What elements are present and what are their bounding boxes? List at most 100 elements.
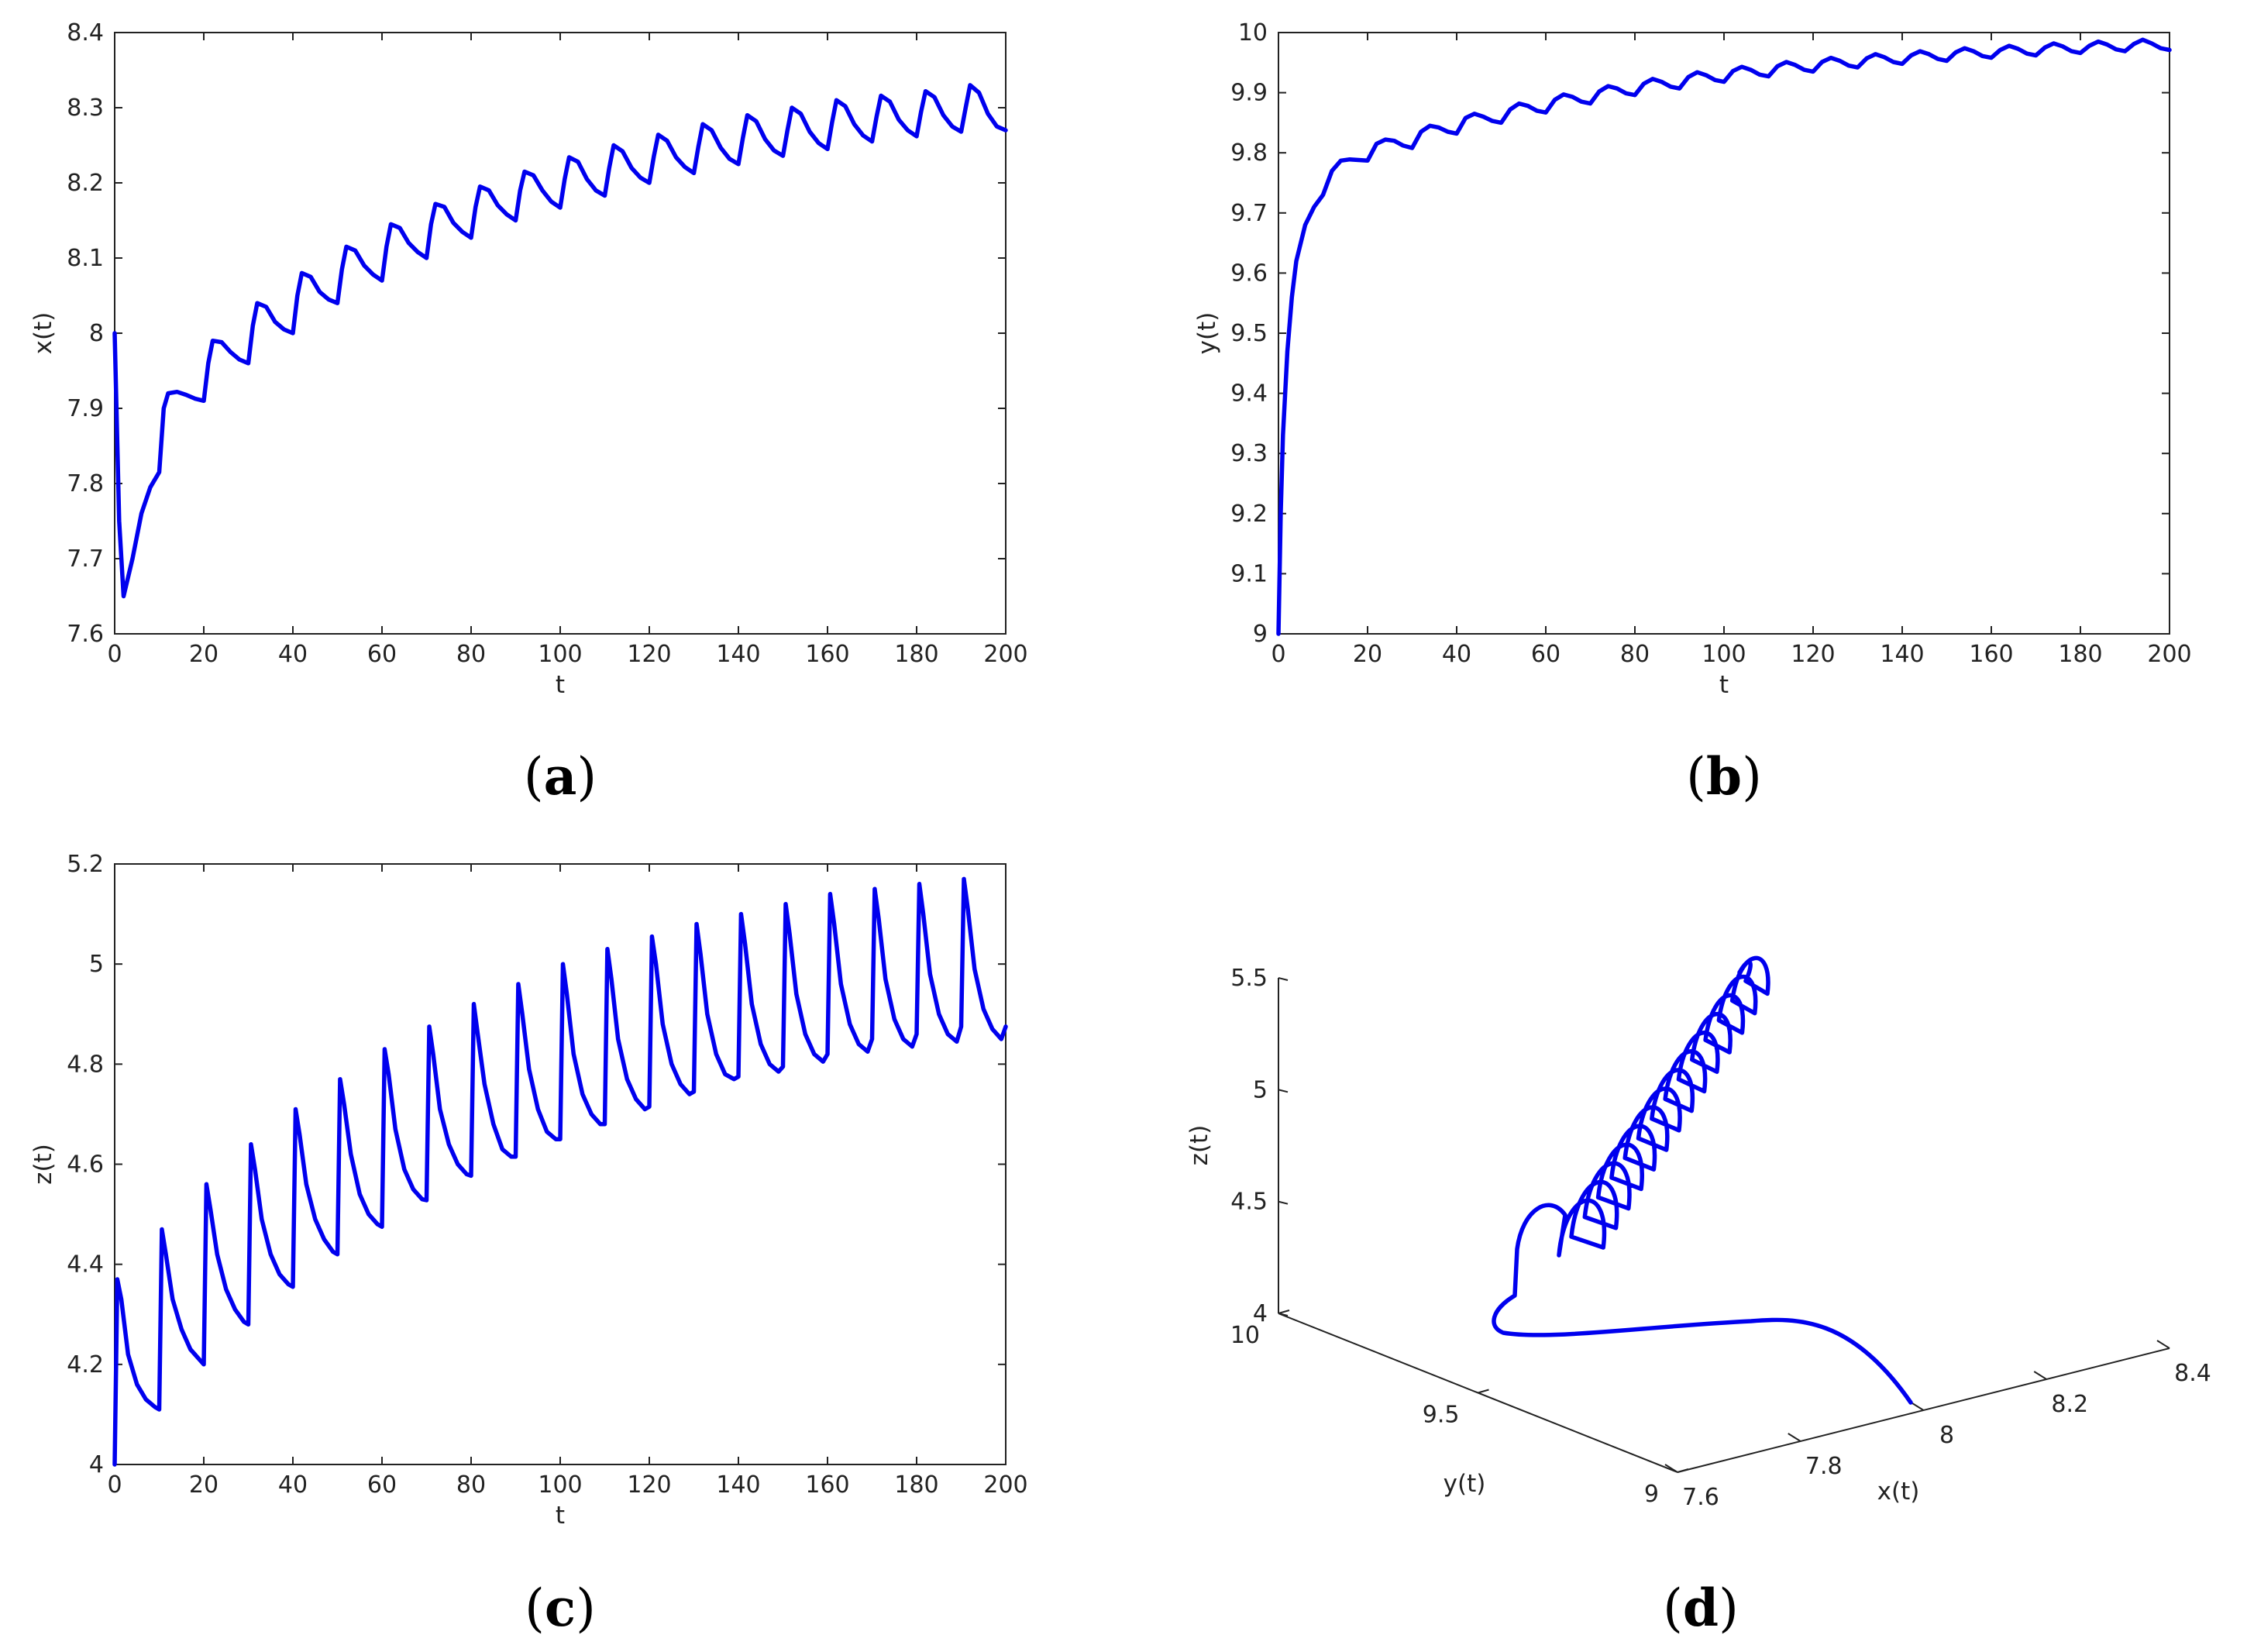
x-tick-label: 40 [1442,641,1471,668]
y-tick-label: 7.8 [67,470,104,497]
z-tick-label: 4.5 [1230,1189,1268,1216]
x-tick-label: 8 [1939,1422,1954,1449]
x-tick-mark [1788,1433,1801,1442]
y-tick-label: 7.9 [67,395,104,422]
panel-label: (d) [1663,1578,1739,1638]
z-tick-label: 5 [1253,1076,1268,1103]
x-tick-label: 40 [278,1471,308,1499]
panel-label: (b) [1686,746,1762,807]
x-tick-label: 140 [716,1471,760,1499]
x-tick-label: 20 [1353,641,1382,668]
x-tick-label: 200 [983,641,1027,668]
x-tick-label: 120 [627,641,671,668]
x-tick-label: 180 [894,1471,938,1499]
x-tick-label: 200 [2147,641,2191,668]
y-tick-label: 8.3 [67,95,104,122]
x-axis-label: t [556,671,565,699]
panel-label: (c) [525,1578,596,1638]
y-axis-label: y(t) [1193,312,1221,355]
series-line-x(t) [112,83,1008,599]
plot-frame [1278,32,2170,635]
y-tick-label: 8.4 [67,19,104,46]
y-tick-label: 9 [1253,621,1268,648]
panel-letter: c [545,1578,576,1638]
y-tick-label: 8.1 [67,245,104,272]
x-tick-label: 160 [1969,641,2013,668]
plot-frame [114,32,1007,635]
x-tick-label: 80 [456,1471,486,1499]
y-tick-label: 9.1 [1230,560,1268,587]
y-axis-label: x(t) [29,312,57,355]
x-tick-mark [1910,1402,1925,1411]
x-tick-label: 60 [367,1471,397,1499]
z-tick-mark [1278,1089,1289,1093]
y-tick-label: 8.2 [67,170,104,197]
y-tick-label: 9.6 [1230,260,1268,287]
x-tick-mark [1664,1464,1678,1473]
panel-c-z-of-t: 0 20 40 60 80 100 120 140 160 180 200 4 4.2 4.4 4.6 4.8… [29,851,1028,1638]
y-tick-label: 9.5 [1230,320,1268,347]
y-tick-label: 4.2 [67,1351,104,1378]
x-tick-label: 120 [627,1471,671,1499]
x-tick-label: 7.6 [1682,1484,1719,1511]
x-axis-label: t [1719,671,1729,699]
trajectory-3d [1492,955,1913,1405]
y-tick-label: 4.8 [67,1051,104,1078]
y-tick-label: 9.8 [1230,139,1268,167]
y-tick-mark [1478,1389,1489,1394]
x-axis-label: x(t) [1877,1478,1920,1506]
panel-letter: d [1683,1578,1719,1638]
y-tick-label: 9.9 [1230,80,1268,107]
x-tick-label: 60 [367,641,397,668]
z-tick-mark [1278,1200,1289,1205]
x-tick-label: 100 [1702,641,1746,668]
y-tick-label: 9.3 [1230,440,1268,467]
y-tick-label: 8 [89,320,104,347]
series-line-z(t) [112,876,1008,1467]
panel-letter: b [1706,746,1742,807]
panel-a-x-of-t: 0 20 40 60 80 100 120 140 160 180 200 7.6 7.7 7.8 7.9 8… [29,19,1028,807]
z-tick-label: 4 [1253,1300,1268,1327]
x-tick-label: 7.8 [1805,1453,1843,1480]
y-tick-label: 9.2 [1230,501,1268,528]
x-tick-label: 0 [107,1471,122,1499]
x-tick-label: 120 [1791,641,1835,668]
x-axis-label: t [556,1502,565,1530]
x-tick-mark [2156,1340,2170,1349]
y-tick-label: 9.7 [1230,200,1268,227]
x-tick-label: 80 [456,641,486,668]
x-tick-label: 200 [983,1471,1027,1499]
y-tick-label: 10 [1238,19,1268,46]
y-tick-label: 5.2 [67,851,104,878]
x-tick-label: 8.2 [2051,1391,2088,1418]
y-tick-label: 5 [89,951,104,978]
z-tick-mark [1278,1313,1289,1316]
x-tick-label: 0 [1271,641,1285,668]
x-tick-label: 140 [716,641,760,668]
y-tick-mark [1677,1468,1689,1473]
x-tick-label: 100 [538,641,582,668]
x-tick-label: 180 [894,641,938,668]
panel-d-3d-trajectory: 4 4.5 5 5.5 9 9.5 10 7.6 7.8 8 8.2 8.4 y(t) x(t) z(t) (… [1185,955,2211,1638]
z-axis-label: z(t) [1185,1125,1213,1166]
y-tick-label: 9.5 [1423,1402,1460,1429]
x-tick-label: 0 [107,641,122,668]
y-tick-label: 4.4 [67,1251,104,1279]
x-tick-label: 160 [805,1471,849,1499]
x-tick-label: 100 [538,1471,582,1499]
y-tick-label: 7.7 [67,546,104,573]
y-tick-label: 7.6 [67,621,104,648]
y-tick-label: 9 [1644,1481,1659,1508]
y-tick-label: 10 [1230,1322,1260,1349]
x-tick-label: 20 [189,641,219,668]
panel-letter: a [544,746,577,807]
y-tick-label: 9.4 [1230,380,1268,408]
series-line-y(t) [1276,37,2172,636]
x-tick-label: 180 [2058,641,2102,668]
y-tick-mark [1278,1310,1290,1314]
x-tick-label: 140 [1880,641,1924,668]
x-tick-label: 8.4 [2174,1360,2211,1387]
y-tick-label: 4.6 [67,1151,104,1179]
x-tick-label: 80 [1620,641,1650,668]
